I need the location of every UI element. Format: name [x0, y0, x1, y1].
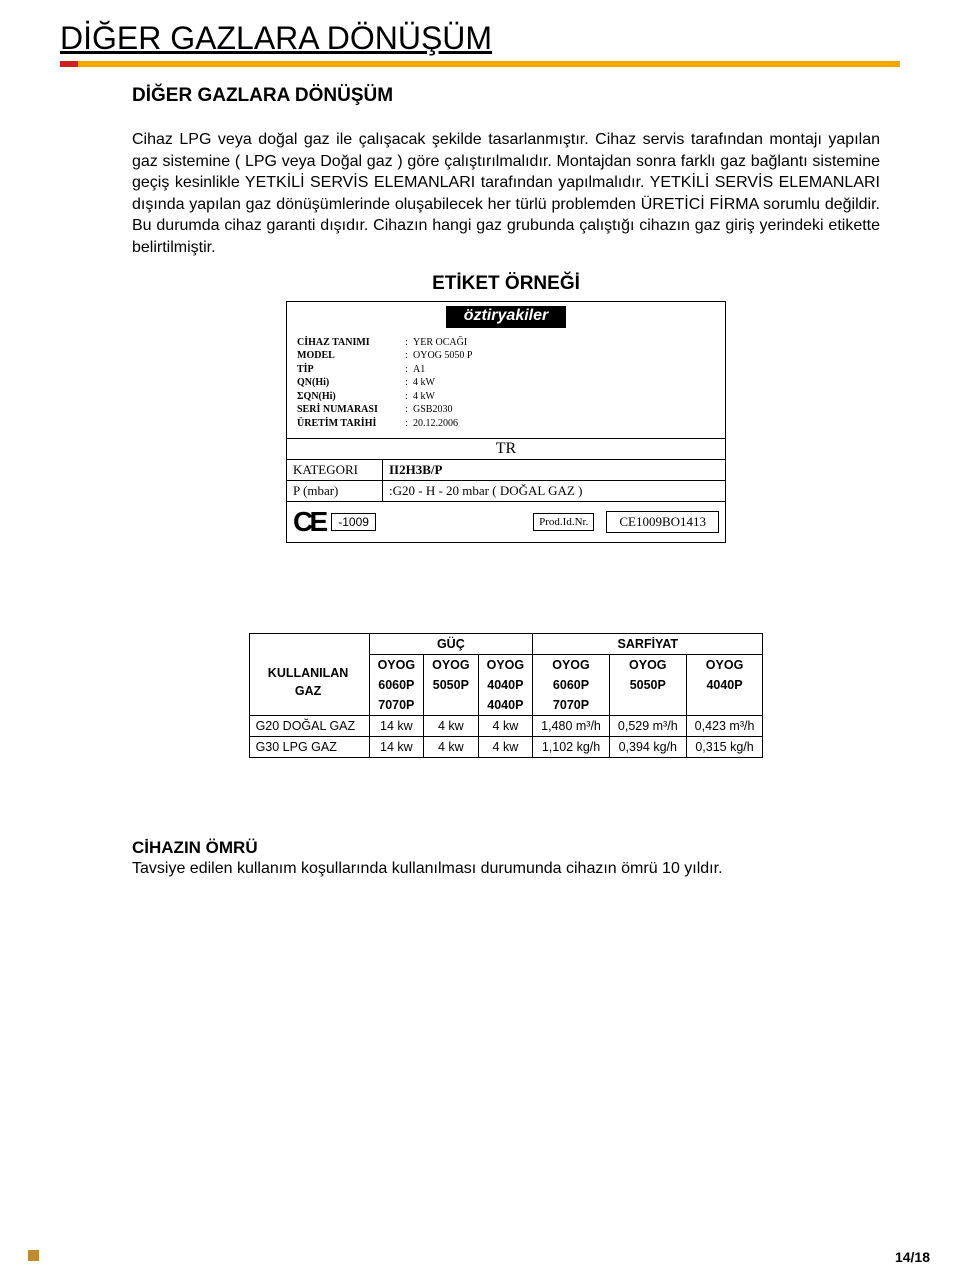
page-number: 14/18: [895, 1249, 930, 1265]
data-cell: 4 kw: [424, 737, 479, 758]
model-cell: OYOG: [369, 655, 424, 676]
spec-rows: CİHAZ TANIMI:YER OCAĞIMODEL:OYOG 5050 PT…: [287, 336, 725, 439]
page-title: DİĞER GAZLARA DÖNÜŞÜM: [60, 20, 900, 57]
prod-id-label: Prod.Id.Nr.: [533, 513, 594, 531]
footer-heading: CİHAZIN ÖMRÜ: [132, 838, 880, 858]
model-cell: 4040P: [478, 675, 533, 695]
model-cell: OYOG: [478, 655, 533, 676]
model-cell: 7070P: [369, 695, 424, 716]
gaz-label: GAZ: [256, 684, 361, 698]
data-cell: 14 kw: [369, 737, 424, 758]
data-cell: 0,423 m³/h: [686, 716, 763, 737]
pressure-label: P (mbar): [287, 480, 383, 501]
data-cell: 4 kw: [478, 716, 533, 737]
model-cell: [686, 695, 763, 716]
table-row: G20 DOĞAL GAZ14 kw4 kw4 kw1,480 m³/h0,52…: [249, 716, 763, 737]
kullanilan-label: KULLANILAN: [256, 666, 361, 680]
model-cell: OYOG: [533, 655, 610, 676]
etiket-heading: ETİKET ÖRNEĞİ: [132, 273, 880, 295]
row-label: G30 LPG GAZ: [249, 737, 369, 758]
guc-header: GÜÇ: [369, 634, 533, 655]
kategori-value: II2H3B/P: [383, 460, 725, 480]
spec-row: ΣQN(Hi):4 kW: [297, 390, 715, 404]
data-cell: 0,315 kg/h: [686, 737, 763, 758]
sarfiyat-header: SARFİYAT: [533, 634, 763, 655]
data-cell: 4 kw: [478, 737, 533, 758]
data-cell: 4 kw: [424, 716, 479, 737]
model-cell: 6060P: [369, 675, 424, 695]
row-label: G20 DOĞAL GAZ: [249, 716, 369, 737]
spec-row: ÜRETİM TARİHİ:20.12.2006: [297, 417, 715, 431]
spec-row: SERİ NUMARASI:GSB2030: [297, 403, 715, 417]
spec-row: CİHAZ TANIMI:YER OCAĞI: [297, 336, 715, 350]
model-cell: 5050P: [424, 675, 479, 695]
model-cell: OYOG: [424, 655, 479, 676]
data-cell: 1,480 m³/h: [533, 716, 610, 737]
kategori-label: KATEGORI: [287, 460, 383, 480]
model-cell: [424, 695, 479, 716]
ce-number: -1009: [331, 513, 376, 531]
data-cell: 0,394 kg/h: [609, 737, 686, 758]
table-row: G30 LPG GAZ14 kw4 kw4 kw1,102 kg/h0,394 …: [249, 737, 763, 758]
model-cell: 4040P: [686, 675, 763, 695]
country-code: TR: [287, 438, 725, 459]
spec-row: MODEL:OYOG 5050 P: [297, 349, 715, 363]
spec-row: TİP:A1: [297, 363, 715, 377]
body-paragraph: Cihaz LPG veya doğal gaz ile çalışacak ş…: [132, 129, 880, 259]
data-cell: 1,102 kg/h: [533, 737, 610, 758]
section-subtitle: DİĞER GAZLARA DÖNÜŞÜM: [132, 85, 880, 107]
footer-text: Tavsiye edilen kullanım koşullarında kul…: [132, 858, 880, 880]
etiket-sample-box: öztiryakiler CİHAZ TANIMI:YER OCAĞIMODEL…: [286, 301, 726, 544]
model-cell: 7070P: [533, 695, 610, 716]
data-cell: 0,529 m³/h: [609, 716, 686, 737]
specs-table: KULLANILAN GAZ GÜÇ SARFİYAT OYOGOYOGOYOG…: [249, 633, 764, 758]
spec-row: QN(Hi):4 kW: [297, 376, 715, 390]
prod-id-value: CE1009BO1413: [606, 511, 719, 533]
model-cell: 5050P: [609, 675, 686, 695]
model-cell: OYOG: [686, 655, 763, 676]
brand-badge: öztiryakiler: [446, 306, 566, 328]
model-cell: OYOG: [609, 655, 686, 676]
title-accent-bar: [60, 61, 900, 67]
ce-mark: C E -1009: [293, 506, 376, 538]
model-cell: [609, 695, 686, 716]
page-bullet-icon: [28, 1250, 39, 1261]
model-cell: 6060P: [533, 675, 610, 695]
data-cell: 14 kw: [369, 716, 424, 737]
model-cell: 4040P: [478, 695, 533, 716]
pressure-value: :G20 - H - 20 mbar ( DOĞAL GAZ ): [383, 480, 725, 501]
